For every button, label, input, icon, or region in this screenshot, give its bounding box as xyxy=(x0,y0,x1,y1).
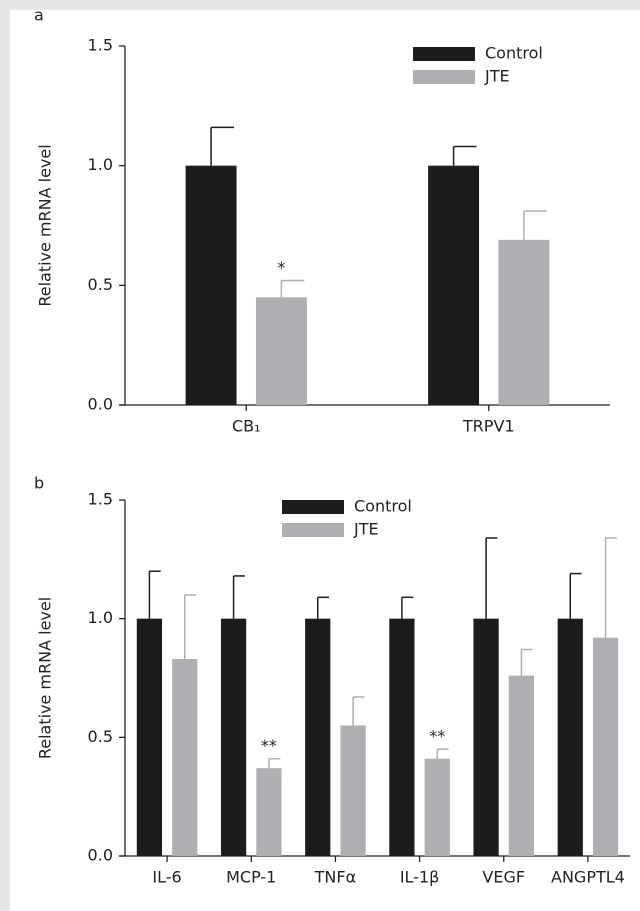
x-tick-label: MCP-1 xyxy=(226,868,276,887)
significance-label: ** xyxy=(429,727,445,746)
bar xyxy=(256,768,282,856)
legend-label: Control xyxy=(485,44,543,63)
legend-label: Control xyxy=(354,497,412,516)
bar xyxy=(185,165,237,405)
bar xyxy=(592,637,619,856)
x-tick-label: ANGPTL4 xyxy=(551,868,625,887)
y-tick-label: 1.0 xyxy=(88,155,113,174)
y-tick-label: 0.5 xyxy=(88,275,113,294)
panel-label: a xyxy=(34,6,44,25)
legend-swatch xyxy=(282,523,344,537)
y-tick-label: 1.0 xyxy=(88,608,113,627)
legend-label: JTE xyxy=(353,520,379,539)
x-tick-label: TRPV1 xyxy=(462,417,515,436)
y-tick-label: 1.5 xyxy=(88,490,113,509)
significance-label: ** xyxy=(261,736,277,755)
legend-swatch xyxy=(413,70,475,84)
bar xyxy=(428,165,480,405)
x-tick-label: CB₁ xyxy=(232,417,261,436)
bar xyxy=(136,618,163,856)
significance-label: * xyxy=(277,258,285,277)
x-tick-label: TNFα xyxy=(314,868,357,887)
y-tick-label: 0.5 xyxy=(88,727,113,746)
bar xyxy=(508,675,535,856)
bar xyxy=(220,618,247,856)
bar xyxy=(305,618,331,856)
y-tick-label: 0.0 xyxy=(88,395,113,414)
bar xyxy=(498,239,550,405)
y-axis-label: Relative mRNA level xyxy=(36,144,55,306)
x-tick-label: IL-1β xyxy=(400,868,440,887)
bar xyxy=(340,725,366,856)
bar xyxy=(172,659,198,856)
y-tick-label: 0.0 xyxy=(88,846,113,865)
legend-swatch xyxy=(282,500,344,514)
x-tick-label: IL-6 xyxy=(152,868,181,887)
bar xyxy=(557,618,583,856)
bar xyxy=(389,618,415,856)
panel-label: b xyxy=(34,474,44,493)
x-tick-label: VEGF xyxy=(482,868,525,887)
bar xyxy=(473,618,499,856)
y-tick-label: 1.5 xyxy=(88,36,113,55)
legend-swatch xyxy=(413,47,475,61)
y-axis-label: Relative mRNA level xyxy=(36,597,55,759)
legend-label: JTE xyxy=(484,67,510,86)
bar xyxy=(424,758,450,856)
bar xyxy=(255,297,307,405)
